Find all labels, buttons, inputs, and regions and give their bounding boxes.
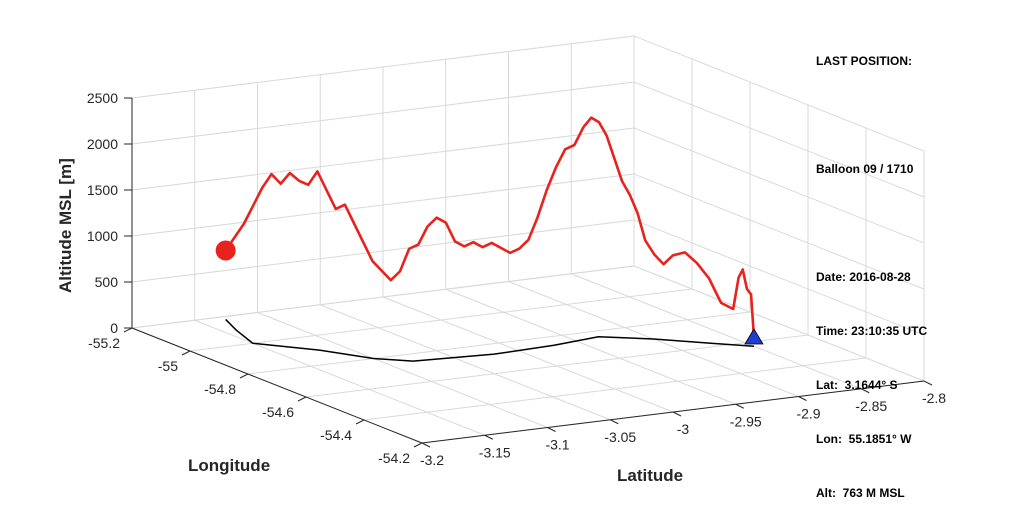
last-position-marker bbox=[744, 328, 764, 345]
z-tick-label: 1000 bbox=[87, 228, 118, 244]
y-tick-mark bbox=[672, 411, 682, 417]
y-tick-label: -2.85 bbox=[855, 398, 887, 414]
z-tick-label: 1500 bbox=[87, 182, 118, 198]
z-tick-label: 500 bbox=[95, 274, 119, 290]
x-tick-mark bbox=[239, 373, 249, 379]
z-tick-label: 2000 bbox=[87, 136, 118, 152]
y-tick-mark bbox=[610, 419, 619, 425]
z-tick-label: 2500 bbox=[87, 90, 118, 106]
grid-wall-z bbox=[131, 81, 635, 145]
y-tick-label: -2.95 bbox=[730, 413, 762, 429]
x-tick-mark bbox=[297, 396, 307, 402]
x-tick-label: -54.4 bbox=[320, 427, 352, 443]
y-tick-mark bbox=[798, 396, 807, 401]
y-tick-label: -3.05 bbox=[604, 429, 636, 445]
x-tick-mark bbox=[123, 327, 133, 333]
grid-floor-y bbox=[445, 288, 736, 405]
y-tick-label: -3.15 bbox=[479, 444, 511, 460]
grid-side-z bbox=[633, 219, 925, 336]
y-tick-label: -2.9 bbox=[796, 406, 820, 422]
y-tick-label: -3.1 bbox=[545, 437, 569, 453]
chart-3d-plot: -55.2 -55 -54.8 -54.6 -54.4 -54.2 -3.2 -3.15 -3.… bbox=[56, 35, 946, 485]
grid-wall-z bbox=[131, 265, 635, 329]
y-tick-mark bbox=[421, 442, 431, 448]
info-header: LAST POSITION: bbox=[816, 54, 912, 68]
series bbox=[215, 116, 764, 362]
x-tick-mark bbox=[181, 350, 191, 356]
start-marker bbox=[215, 240, 236, 261]
grid-floor-y bbox=[194, 319, 485, 436]
info-lon: Lon: 55.1851° W bbox=[816, 432, 912, 446]
tick-labels: -55.2 -55 -54.8 -54.6 -54.4 -54.2 -3.2 -3.15 -3.… bbox=[87, 90, 946, 468]
y-axis-label: Latitude bbox=[617, 466, 683, 485]
x-tick-label: -55.2 bbox=[88, 335, 120, 351]
y-tick-mark bbox=[484, 434, 493, 440]
x-axis-label: Longitude bbox=[188, 456, 270, 475]
info-balloon: Balloon 09 / 1710 bbox=[816, 162, 914, 176]
grid-floor-y bbox=[382, 296, 674, 413]
grid-wall-z bbox=[131, 127, 635, 191]
x-axis-line bbox=[131, 327, 423, 444]
grid-floor-y bbox=[571, 273, 862, 390]
info-time: Time: 23:10:35 UTC bbox=[816, 324, 928, 338]
x-tick-mark bbox=[355, 419, 365, 425]
flight-track-line bbox=[224, 116, 756, 338]
y-tick-label: -3.2 bbox=[420, 452, 444, 468]
grid-side-z bbox=[633, 35, 925, 152]
grid-side-z bbox=[633, 265, 925, 382]
y-tick-label: -3 bbox=[677, 421, 690, 437]
grid-wall-z bbox=[131, 35, 635, 99]
grid-floor-y bbox=[320, 304, 611, 421]
x-tick-label: -54.6 bbox=[262, 404, 294, 420]
info-alt: Alt: 763 M MSL bbox=[816, 486, 905, 500]
grid-side-z bbox=[633, 81, 925, 198]
y-tick-mark bbox=[547, 427, 556, 432]
y-tick-mark bbox=[923, 380, 933, 386]
x-tick-label: -54.8 bbox=[204, 381, 236, 397]
y-tick-mark bbox=[861, 388, 870, 394]
grid-side-z bbox=[633, 127, 925, 244]
grid-wall-z bbox=[131, 219, 635, 283]
y-tick-mark bbox=[735, 403, 744, 409]
last-position-panel: LAST POSITION: Balloon 09 / 1710 Date: 2… bbox=[816, 16, 927, 520]
x-tick-mark bbox=[413, 442, 423, 448]
x-tick-label: -55 bbox=[158, 358, 178, 374]
grid-side-z bbox=[633, 173, 925, 290]
grid-floor-y bbox=[257, 312, 548, 428]
y-tick-label: -2.8 bbox=[922, 390, 946, 406]
axes bbox=[123, 97, 933, 448]
info-lat: Lat: 3.1644° S bbox=[816, 378, 898, 392]
z-axis-label: Altitude MSL [m] bbox=[56, 158, 75, 293]
ground-track-line bbox=[225, 318, 755, 362]
info-date: Date: 2016-08-28 bbox=[816, 270, 911, 284]
x-tick-label: -54.2 bbox=[378, 450, 410, 466]
z-tick-label: 0 bbox=[110, 320, 118, 336]
